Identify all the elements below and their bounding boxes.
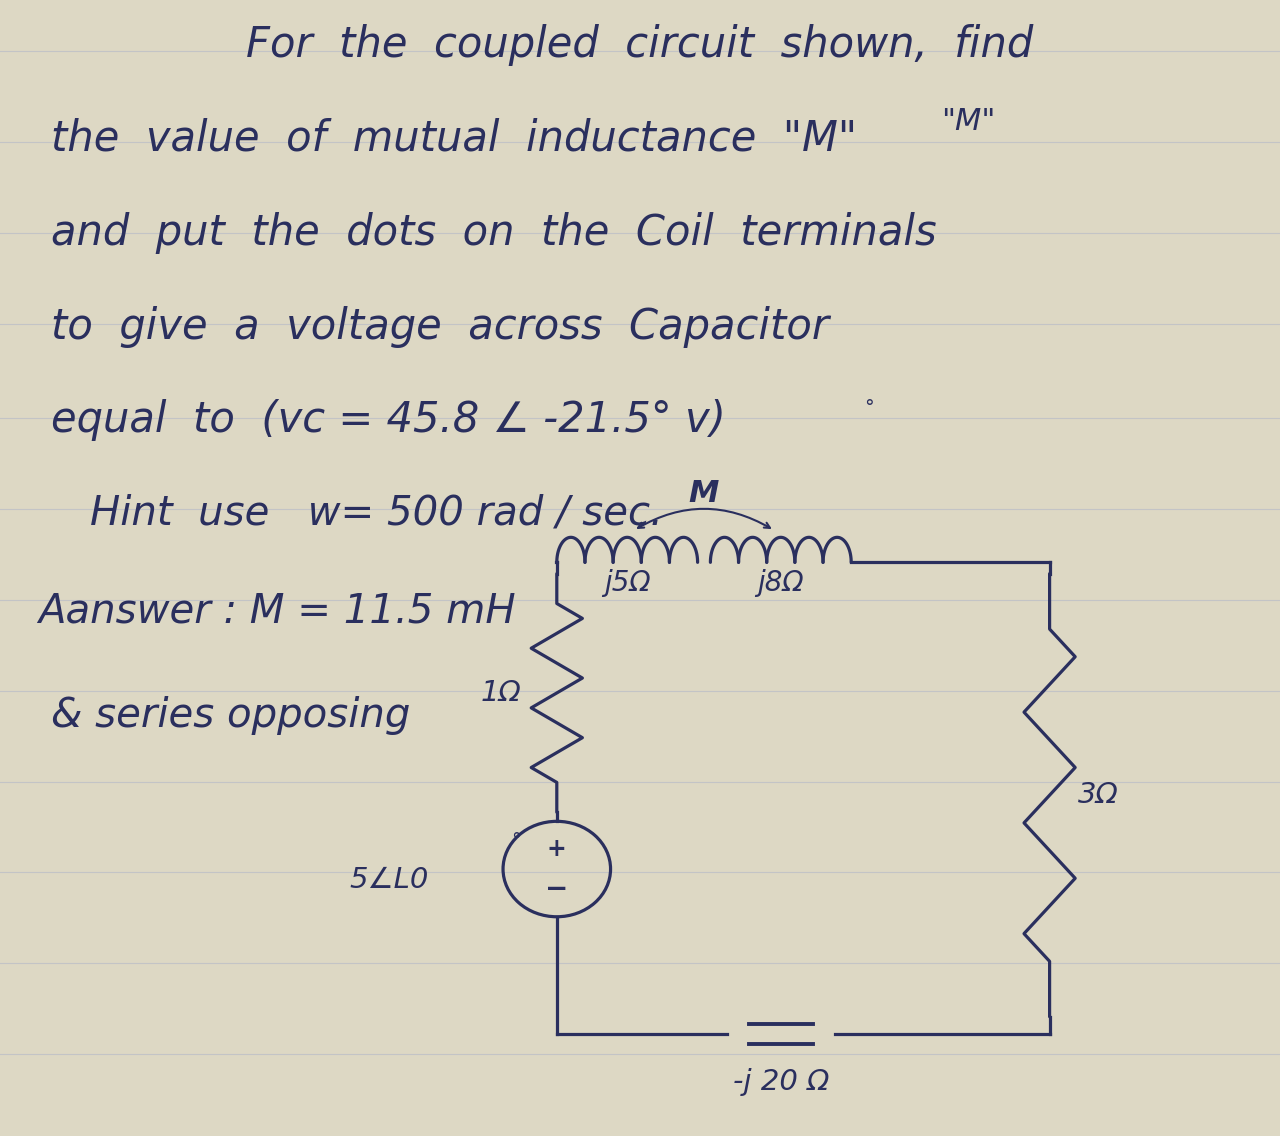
Text: equal  to  (vc = 45.8 ∠ -21.5° v): equal to (vc = 45.8 ∠ -21.5° v) — [51, 400, 726, 441]
Text: °: ° — [864, 399, 874, 417]
Text: °: ° — [511, 832, 521, 850]
Text: 5∠L0: 5∠L0 — [349, 867, 429, 894]
Text: +: + — [547, 837, 567, 861]
Text: Hint  use   w= 500 rad / sec.: Hint use w= 500 rad / sec. — [90, 494, 663, 533]
Text: For  the  coupled  circuit  shown,  find: For the coupled circuit shown, find — [246, 25, 1034, 66]
Text: the  value  of  mutual  inductance  "M": the value of mutual inductance "M" — [51, 118, 858, 159]
Text: M: M — [689, 478, 719, 508]
Text: 3Ω: 3Ω — [1078, 782, 1119, 809]
Text: and  put  the  dots  on  the  Coil  terminals: and put the dots on the Coil terminals — [51, 212, 937, 253]
Text: -j 20 Ω: -j 20 Ω — [732, 1068, 829, 1096]
Text: 1Ω: 1Ω — [480, 679, 521, 707]
Text: −: − — [545, 875, 568, 903]
Text: & series opposing: & series opposing — [51, 696, 411, 735]
Text: Aanswer : M = 11.5 mH: Aanswer : M = 11.5 mH — [38, 592, 516, 630]
Text: j5Ω: j5Ω — [604, 569, 650, 598]
Text: j8Ω: j8Ω — [758, 569, 804, 598]
Text: "M": "M" — [941, 107, 995, 136]
Text: to  give  a  voltage  across  Capacitor: to give a voltage across Capacitor — [51, 307, 829, 348]
